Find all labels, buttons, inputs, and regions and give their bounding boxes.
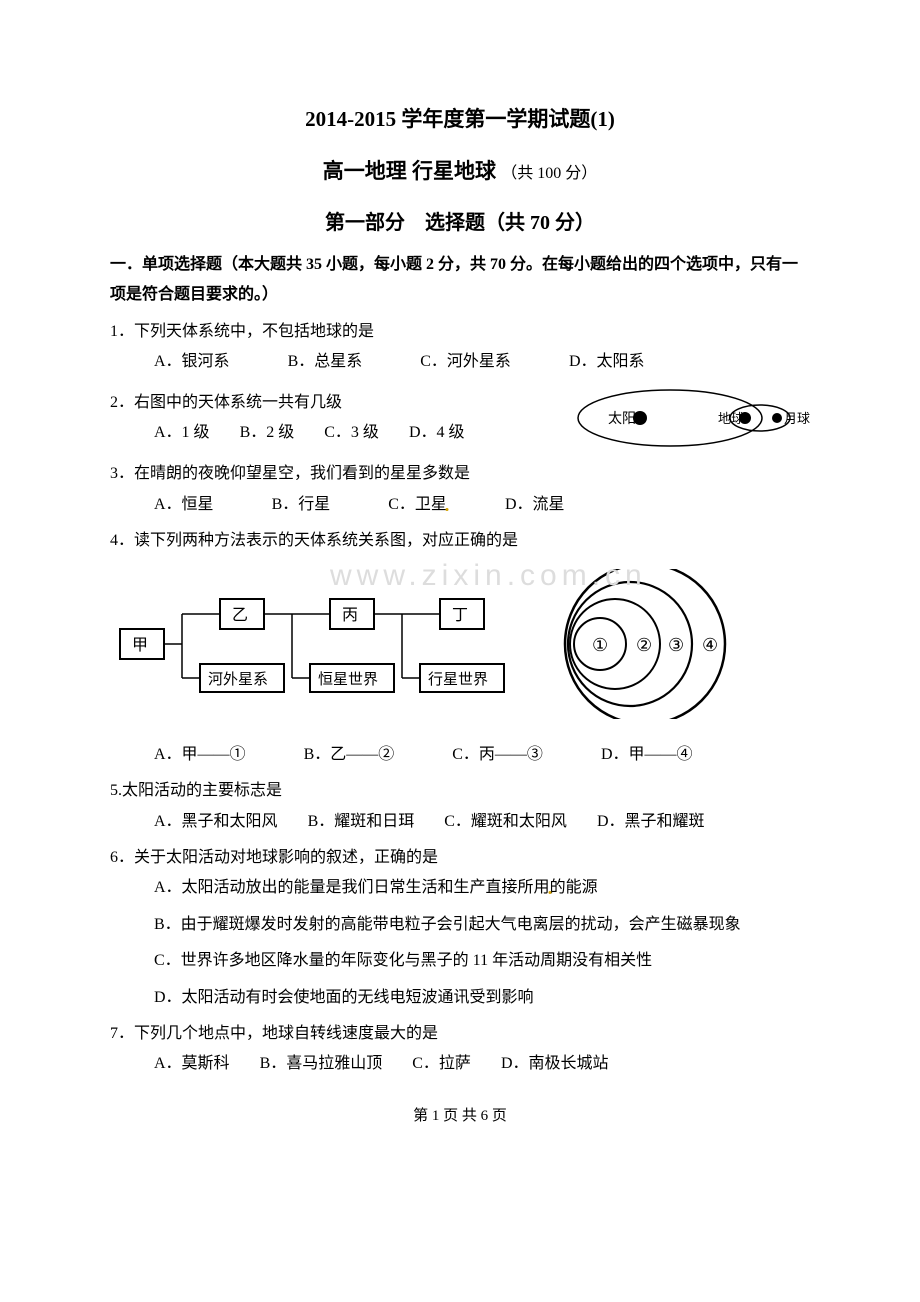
q1-opt-b: B．总星系 [288, 347, 363, 377]
svg-text:甲: 甲 [132, 637, 148, 654]
q4-opt-b: B．乙——② [304, 740, 395, 770]
q3-opt-d: D．流星 [505, 490, 565, 520]
subject-score-note: （共 100 分） [501, 165, 597, 182]
q3-opt-a: A．恒星 [154, 490, 214, 520]
q3-text: 3．在晴朗的夜晚仰望星空，我们看到的星星多数是 [110, 459, 810, 489]
q7-options: A．莫斯科 B．喜马拉雅山顶 C．拉萨 D．南极长城站 [110, 1049, 810, 1079]
q5-opt-c: C．耀斑和太阳风 [444, 807, 567, 837]
q4-text: 4．读下列两种方法表示的天体系统关系图，对应正确的是 [110, 526, 810, 556]
q7-text: 7．下列几个地点中，地球自转线速度最大的是 [110, 1019, 810, 1049]
svg-text:②: ② [636, 635, 652, 655]
q2-sun-label: 太阳 [608, 411, 636, 427]
svg-text:④: ④ [702, 635, 718, 655]
q6-text: 6．关于太阳活动对地球影响的叙述，正确的是 [110, 843, 810, 873]
q2-moon-label: 月球 [784, 411, 810, 426]
question-3: 3．在晴朗的夜晚仰望星空，我们看到的星星多数是 A．恒星 B．行星 C．卫星 D… [110, 459, 810, 520]
question-7: 7．下列几个地点中，地球自转线速度最大的是 A．莫斯科 B．喜马拉雅山顶 C．拉… [110, 1019, 810, 1080]
q2-opt-b: B．2 级 [240, 418, 295, 448]
page-footer: 第 1 页 共 6 页 [110, 1102, 810, 1131]
q3-opt-c: C．卫星 [388, 490, 447, 520]
svg-text:乙: 乙 [232, 607, 248, 624]
svg-text:恒星世界: 恒星世界 [318, 671, 378, 688]
q7-opt-a: A．莫斯科 [154, 1049, 230, 1079]
q2-opt-a: A．1 级 [154, 418, 210, 448]
svg-text:③: ③ [668, 635, 684, 655]
q2-earth-label: 地球 [718, 411, 744, 426]
svg-text:行星世界: 行星世界 [428, 671, 488, 688]
q3-options: A．恒星 B．行星 C．卫星 D．流星 [110, 490, 810, 520]
q4-opt-a: A．甲——① [154, 740, 246, 770]
question-5: 5.太阳活动的主要标志是 A．黑子和太阳风 B．耀斑和日珥 C．耀斑和太阳风 D… [110, 776, 810, 837]
q4-tree-diagram: 甲 乙 河外星系 丙 恒星世界 丁 行星世界 [110, 569, 530, 730]
q1-opt-a: A．银河系 [154, 347, 230, 377]
svg-text:①: ① [592, 635, 608, 655]
q7-opt-d: D．南极长城站 [501, 1049, 609, 1079]
q1-opt-c: C．河外星系 [420, 347, 511, 377]
q5-text: 5.太阳活动的主要标志是 [110, 776, 810, 806]
q7-opt-b: B．喜马拉雅山顶 [260, 1049, 383, 1079]
part-title: 第一部分 选择题（共 70 分） [110, 204, 810, 242]
q7-opt-c: C．拉萨 [412, 1049, 471, 1079]
q4-opt-c: C．丙——③ [452, 740, 543, 770]
q4-opt-d: D．甲——④ [601, 740, 693, 770]
question-4: 4．读下列两种方法表示的天体系统关系图，对应正确的是 www.zixin.com… [110, 526, 810, 770]
q5-opt-a: A．黑子和太阳风 [154, 807, 278, 837]
q2-diagram: 太阳 地球 月球 [570, 383, 810, 453]
title-main: 2014-2015 学年度第一学期试题(1) [110, 100, 810, 140]
q3-opt-b: B．行星 [272, 490, 331, 520]
q6-opt-d: D．太阳活动有时会使地面的无线电短波通讯受到影响 [110, 983, 810, 1013]
q2-opt-c: C．3 级 [324, 418, 379, 448]
q4-circles-diagram: ① ② ③ ④ [560, 569, 780, 730]
q5-opt-d: D．黑子和耀斑 [597, 807, 705, 837]
section-header: 一．单项选择题（本大题共 35 小题，每小题 2 分，共 70 分。在每小题给出… [110, 250, 810, 311]
q2-options: A．1 级 B．2 级 C．3 级 D．4 级 [110, 418, 556, 448]
q6-opt-c: C．世界许多地区降水量的年际变化与黑子的 11 年活动周期没有相关性 [110, 946, 810, 976]
subject-text: 高一地理 行星地球 [323, 159, 496, 183]
q1-options: A．银河系 B．总星系 C．河外星系 D．太阳系 [110, 347, 810, 377]
q4-options: A．甲——① B．乙——② C．丙——③ D．甲——④ [110, 740, 810, 770]
q2-opt-d: D．4 级 [409, 418, 465, 448]
q6-opt-b: B．由于耀斑爆发时发射的高能带电粒子会引起大气电离层的扰动，会产生磁暴现象 [110, 910, 810, 940]
q5-opt-b: B．耀斑和日珥 [308, 807, 415, 837]
title-subject: 高一地理 行星地球 （共 100 分） [110, 152, 810, 192]
question-6: 6．关于太阳活动对地球影响的叙述，正确的是 A．太阳活动放出的能量是我们日常生活… [110, 843, 810, 1013]
svg-text:丁: 丁 [452, 607, 468, 624]
q1-text: 1．下列天体系统中，不包括地球的是 [110, 317, 810, 347]
q5-options: A．黑子和太阳风 B．耀斑和日珥 C．耀斑和太阳风 D．黑子和耀斑 [110, 807, 810, 837]
q2-text: 2．右图中的天体系统一共有几级 [110, 388, 556, 418]
svg-text:河外星系: 河外星系 [208, 671, 268, 688]
question-1: 1．下列天体系统中，不包括地球的是 A．银河系 B．总星系 C．河外星系 D．太… [110, 317, 810, 378]
q6-opt-a: A．太阳活动放出的能量是我们日常生活和生产直接所用的能源 [110, 873, 810, 903]
svg-text:丙: 丙 [342, 607, 358, 624]
q1-opt-d: D．太阳系 [569, 347, 645, 377]
question-2: 2．右图中的天体系统一共有几级 A．1 级 B．2 级 C．3 级 D．4 级 … [110, 383, 810, 453]
